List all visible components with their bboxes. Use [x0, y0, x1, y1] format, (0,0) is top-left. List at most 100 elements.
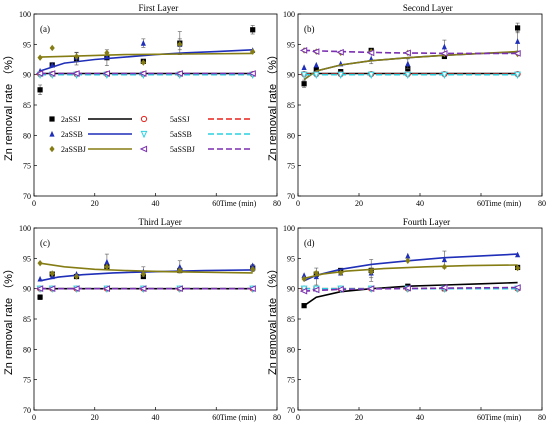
- fit-line-2aSSB: [39, 269, 253, 282]
- legend-label-2aSSB: 2aSSB: [61, 130, 83, 139]
- y-tick-label: 90: [23, 285, 31, 294]
- y-tick-label: 100: [19, 224, 31, 233]
- data-point-2aSSBJ: [104, 263, 110, 271]
- x-tick-label: 20: [91, 199, 99, 208]
- y-tick-label: 70: [287, 406, 295, 415]
- panel-title: Fourth Layer: [403, 217, 450, 227]
- data-point-5aSSBJ: [513, 50, 521, 57]
- data-point-5aSSBJ: [403, 284, 411, 292]
- data-point-2aSSB: [104, 258, 110, 265]
- x-tick-label: 60: [212, 199, 220, 208]
- data-point-2aSSB: [250, 262, 256, 269]
- y-tick-label: 90: [287, 285, 295, 294]
- series-5aSSBJ: [35, 70, 256, 77]
- plot-frame: [33, 13, 278, 197]
- data-point-5aSSBJ: [47, 70, 56, 77]
- y-tick-label: 85: [23, 315, 31, 324]
- data-point-5aSSBJ: [336, 285, 344, 293]
- data-point-2aSSJ: [250, 27, 256, 33]
- y-tick-label: 100: [283, 224, 295, 233]
- legend-marker-5aSSB: [140, 130, 148, 139]
- data-point-2aSSBJ: [313, 269, 319, 277]
- data-point-2aSSB: [177, 263, 183, 270]
- data-point-2aSSBJ: [49, 44, 55, 52]
- fit-line-2aSSBJ: [303, 264, 518, 280]
- x-tick-label: 0: [296, 199, 300, 208]
- data-point-2aSSBJ: [405, 257, 411, 264]
- y-tick-label: 85: [287, 315, 295, 324]
- plot-frame: [297, 13, 543, 197]
- fit-line-2aSSBJ: [40, 52, 253, 58]
- data-point-5aSSBJ: [248, 70, 256, 77]
- data-point-2aSSJ: [37, 87, 43, 93]
- y-axis-title: Zn removal rate （%）: [2, 49, 15, 161]
- data-point-5aSSB: [300, 71, 308, 79]
- data-point-2aSSBJ: [515, 264, 521, 272]
- data-point-2aSSJ: [37, 294, 43, 300]
- data-point-2aSSJ: [301, 81, 307, 87]
- data-point-2aSSB: [301, 272, 307, 278]
- data-point-2aSSB: [515, 38, 521, 44]
- y-tick-label: 85: [287, 101, 295, 110]
- x-axis-title: Time (min): [220, 413, 257, 422]
- data-point-2aSSBJ: [73, 273, 80, 280]
- x-tick-label: 40: [416, 413, 424, 422]
- data-point-5aSSBJ: [311, 48, 320, 55]
- data-point-5aSSBJ: [248, 285, 256, 293]
- data-point-2aSSBJ: [140, 270, 146, 278]
- data-point-2aSSBJ: [177, 267, 183, 274]
- data-point-2aSSB: [37, 275, 43, 282]
- data-point-5aSSBJ: [35, 70, 44, 77]
- data-point-2aSSBJ: [338, 269, 344, 277]
- data-point-2aSSBJ: [37, 259, 43, 267]
- panel-1: 70 75 80 85 90 95 100 0 20 40 60 80 Time (min) Zn rem…: [2, 3, 281, 208]
- data-point-2aSSBJ: [301, 275, 307, 283]
- y-tick-label: 100: [283, 10, 295, 19]
- y-axis-title: Zn removal rate （%）: [2, 263, 15, 375]
- x-tick-label: 40: [152, 199, 160, 208]
- data-point-2aSSJ: [301, 303, 307, 309]
- y-tick-label: 85: [23, 101, 31, 110]
- y-tick-label: 95: [287, 40, 295, 49]
- x-axis-title: Time (min): [485, 199, 522, 208]
- data-point-2aSSB: [441, 43, 447, 50]
- y-tick-label: 75: [23, 162, 31, 171]
- data-point-5aSSB: [441, 71, 448, 79]
- y-tick-label: 75: [287, 162, 295, 171]
- data-point-5aSSBJ: [403, 49, 411, 57]
- series-5aSSBJ: [299, 284, 521, 295]
- data-point-5aSSBJ: [366, 285, 375, 293]
- data-point-5aSSBJ: [139, 70, 147, 77]
- y-tick-label: 90: [287, 71, 295, 80]
- data-point-5aSSBJ: [440, 50, 448, 57]
- fit-line-5aSSBJ: [304, 286, 518, 292]
- y-tick-label: 90: [23, 71, 31, 80]
- y-tick-label: 75: [23, 376, 31, 385]
- x-tick-label: 80: [273, 199, 281, 208]
- data-point-5aSSBJ: [139, 285, 147, 293]
- y-axis-title: Zn removal rate （%）: [266, 49, 279, 161]
- data-point-2aSSB: [405, 60, 411, 67]
- data-point-5aSSBJ: [299, 287, 308, 295]
- x-tick-label: 80: [538, 199, 546, 208]
- x-tick-label: 60: [477, 199, 485, 208]
- panel-label: (a): [40, 24, 50, 34]
- data-point-2aSSB: [104, 53, 110, 60]
- data-point-2aSSB: [405, 252, 411, 259]
- legend-marker-2aSSB: [49, 130, 55, 137]
- legend-marker-5aSSJ: [140, 115, 148, 123]
- y-tick-label: 80: [23, 131, 31, 140]
- series-5aSSB: [300, 71, 521, 79]
- plot-frame: [33, 227, 278, 411]
- data-point-2aSSBJ: [104, 49, 110, 57]
- data-point-5aSSBJ: [175, 70, 183, 77]
- legend-label-2aSSJ: 2aSSJ: [61, 115, 81, 124]
- data-point-2aSSBJ: [250, 266, 256, 273]
- legend-label-2aSSBJ: 2aSSBJ: [61, 145, 86, 154]
- data-point-2aSSB: [313, 61, 319, 68]
- fit-line-2aSSJ: [303, 281, 518, 307]
- data-point-5aSSB: [312, 71, 320, 79]
- x-tick-label: 80: [273, 413, 281, 422]
- y-tick-label: 95: [23, 254, 31, 263]
- data-point-5aSSBJ: [366, 49, 375, 57]
